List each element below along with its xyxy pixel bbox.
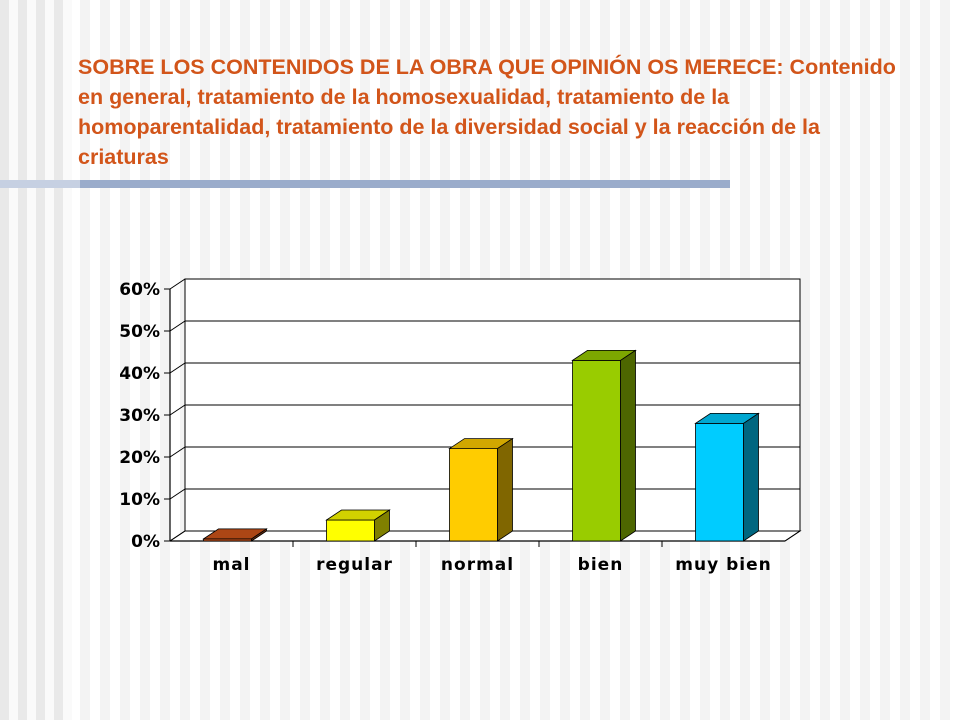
gridline-depth — [169, 278, 186, 290]
y-tick-label: 30% — [119, 406, 160, 426]
bar-side — [251, 528, 267, 542]
gridline-depth — [169, 362, 186, 374]
bar-mal — [202, 528, 268, 542]
bar-muy-bien — [694, 412, 760, 542]
gridline-depth — [169, 320, 186, 332]
floor-edge — [784, 530, 801, 542]
gridline-depth — [169, 488, 186, 500]
bar-front — [326, 519, 375, 542]
gridline-depth — [169, 530, 186, 542]
bar-normal — [448, 437, 514, 542]
x-category-label: muy bien — [675, 555, 771, 575]
x-category-label: regular — [316, 555, 393, 575]
bar-side — [743, 412, 759, 542]
x-category-label: mal — [212, 555, 250, 575]
bar-bien — [571, 349, 637, 542]
gridline-depth — [169, 446, 186, 458]
x-category-label: bien — [578, 555, 624, 575]
bar-regular — [325, 509, 391, 542]
x-category-label: normal — [441, 555, 514, 575]
bar-front — [449, 448, 498, 542]
bar-side — [374, 509, 390, 542]
bar-front — [572, 359, 621, 542]
slide-title: SOBRE LOS CONTENIDOS DE LA OBRA QUE OPIN… — [78, 55, 896, 169]
y-tick-labels: 0% 10% 20% 30% 40% 50% 60% — [119, 280, 160, 552]
y-tick-label: 10% — [119, 490, 160, 510]
x-category-labels: mal regular normal bien muy bien — [212, 555, 771, 575]
title-underline-fade — [0, 180, 80, 188]
y-tick-label: 50% — [119, 322, 160, 342]
title-underline — [0, 180, 730, 188]
bar-front — [695, 422, 744, 542]
bar-side — [497, 437, 513, 542]
y-tick-label: 20% — [119, 448, 160, 468]
left-stripe-band — [0, 0, 72, 720]
gridline-depth — [169, 404, 186, 416]
y-tick-label: 40% — [119, 364, 160, 384]
bar-side — [620, 349, 636, 542]
y-tick-label: 0% — [131, 532, 160, 552]
bars — [202, 349, 760, 542]
y-tick-label: 60% — [119, 280, 160, 300]
